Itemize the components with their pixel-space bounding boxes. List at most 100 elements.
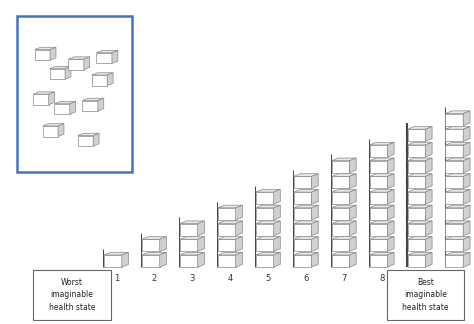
Polygon shape [463,221,470,236]
Text: Best
imaginable
health state: Best imaginable health state [402,278,449,312]
Polygon shape [349,237,356,251]
Polygon shape [370,252,394,255]
Polygon shape [112,51,118,63]
Polygon shape [78,133,99,135]
Text: 6: 6 [303,274,309,283]
Polygon shape [387,221,394,236]
Polygon shape [311,252,318,267]
Polygon shape [463,190,470,204]
FancyBboxPatch shape [17,16,132,171]
Polygon shape [332,208,349,220]
Polygon shape [370,192,387,204]
Polygon shape [446,127,470,129]
Polygon shape [55,104,70,114]
Polygon shape [408,158,432,161]
Polygon shape [370,190,394,192]
Polygon shape [425,252,432,267]
Polygon shape [92,73,113,75]
Polygon shape [294,176,311,189]
Polygon shape [332,237,356,239]
Polygon shape [273,252,280,267]
Polygon shape [408,127,432,129]
Polygon shape [256,190,280,192]
Polygon shape [425,205,432,220]
Polygon shape [294,221,318,224]
Polygon shape [35,50,50,60]
Polygon shape [218,205,242,208]
Polygon shape [294,255,311,267]
Polygon shape [463,205,470,220]
Text: 1: 1 [114,274,119,283]
Polygon shape [218,221,242,224]
Polygon shape [218,237,242,239]
Polygon shape [236,252,242,267]
Polygon shape [387,174,394,189]
Polygon shape [273,190,280,204]
Polygon shape [446,190,470,192]
Polygon shape [387,252,394,267]
Polygon shape [408,252,432,255]
Polygon shape [43,126,58,136]
Polygon shape [218,255,236,267]
Polygon shape [387,190,394,204]
Polygon shape [408,239,425,251]
Polygon shape [463,127,470,141]
Text: 5: 5 [265,274,271,283]
Polygon shape [218,239,236,251]
Polygon shape [446,145,463,157]
Polygon shape [408,174,432,176]
Polygon shape [180,224,198,236]
FancyBboxPatch shape [387,270,464,320]
Polygon shape [332,221,356,224]
Polygon shape [97,53,112,63]
Polygon shape [256,255,273,267]
Text: 9: 9 [417,274,422,283]
Polygon shape [370,142,394,145]
Polygon shape [408,208,425,220]
Polygon shape [122,252,128,267]
Polygon shape [408,255,425,267]
Polygon shape [408,142,432,145]
Polygon shape [142,237,166,239]
Polygon shape [446,237,470,239]
Polygon shape [294,252,318,255]
Polygon shape [349,174,356,189]
Polygon shape [142,252,166,255]
Polygon shape [446,129,463,141]
Polygon shape [446,111,470,113]
Polygon shape [463,158,470,173]
Polygon shape [218,224,236,236]
Polygon shape [82,98,104,100]
Polygon shape [387,237,394,251]
Polygon shape [332,224,349,236]
Polygon shape [446,255,463,267]
Polygon shape [425,142,432,157]
Polygon shape [463,237,470,251]
Polygon shape [68,57,90,59]
Polygon shape [50,66,71,69]
Polygon shape [33,94,49,105]
Polygon shape [463,111,470,126]
Polygon shape [332,252,356,255]
Polygon shape [142,239,160,251]
Polygon shape [387,142,394,157]
Polygon shape [425,237,432,251]
Polygon shape [82,100,98,111]
Polygon shape [446,113,463,126]
Polygon shape [408,176,425,189]
Polygon shape [218,252,242,255]
Polygon shape [33,92,55,94]
Polygon shape [446,224,463,236]
Polygon shape [370,176,387,189]
Polygon shape [84,57,90,70]
Polygon shape [425,158,432,173]
Polygon shape [65,66,71,79]
Polygon shape [349,252,356,267]
Polygon shape [370,205,394,208]
Polygon shape [273,237,280,251]
Polygon shape [370,208,387,220]
Polygon shape [93,133,99,146]
Polygon shape [370,239,387,251]
Polygon shape [98,98,104,111]
Polygon shape [332,205,356,208]
